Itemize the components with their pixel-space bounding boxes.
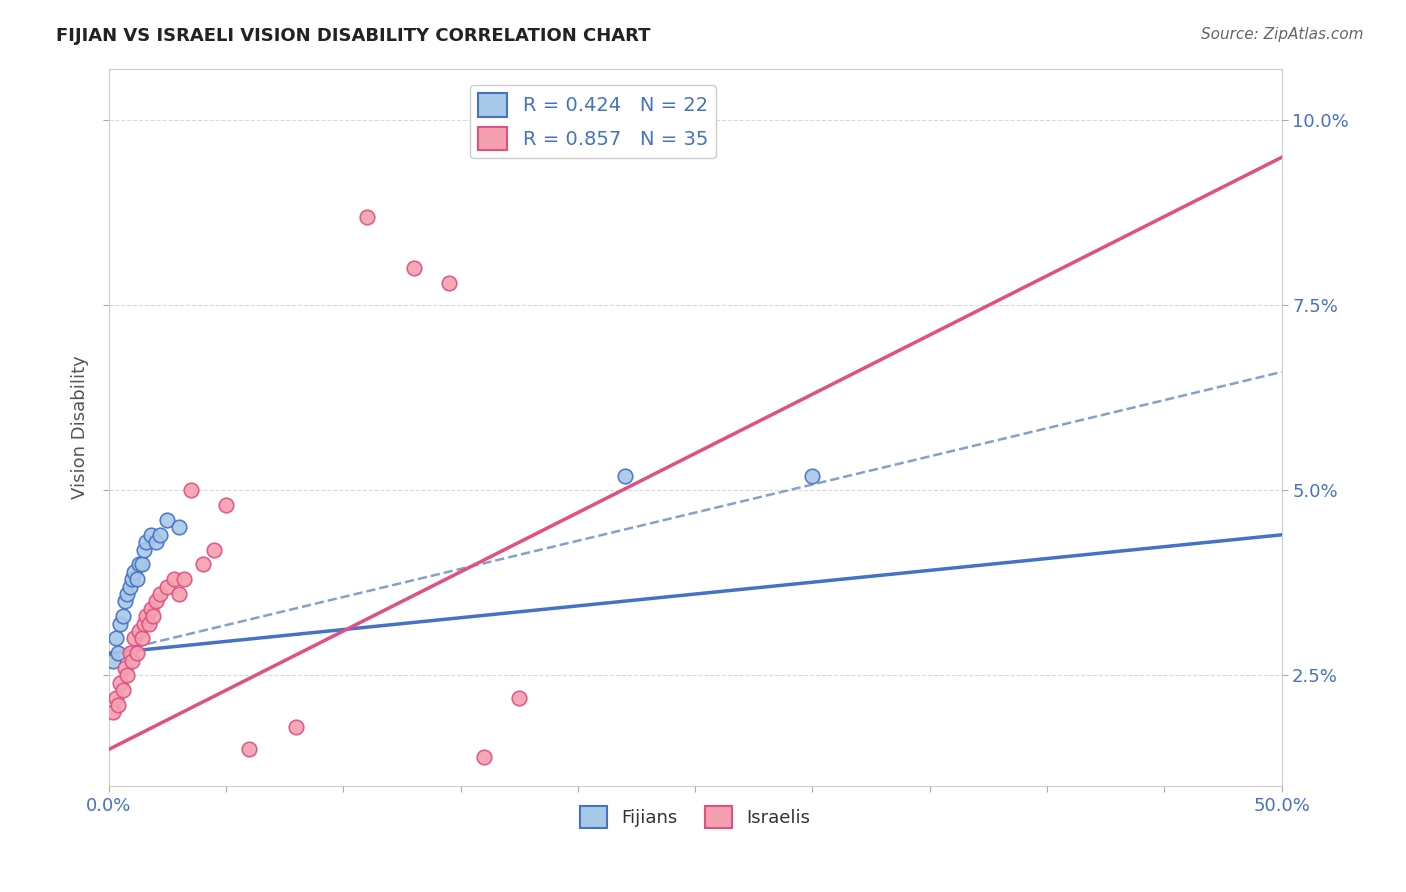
Text: FIJIAN VS ISRAELI VISION DISABILITY CORRELATION CHART: FIJIAN VS ISRAELI VISION DISABILITY CORR…: [56, 27, 651, 45]
Point: [118, 580, 141, 594]
Point: [801, 468, 824, 483]
Point: [114, 594, 136, 608]
Point: [107, 646, 129, 660]
Point: [149, 528, 172, 542]
Point: [167, 520, 190, 534]
Point: [110, 616, 132, 631]
Point: [135, 609, 157, 624]
Point: [356, 210, 378, 224]
Point: [191, 558, 214, 572]
Point: [128, 558, 150, 572]
Point: [124, 565, 146, 579]
Point: [613, 468, 636, 483]
Point: [111, 683, 134, 698]
Point: [180, 483, 202, 498]
Point: [167, 587, 190, 601]
Point: [117, 587, 139, 601]
Point: [111, 609, 134, 624]
Point: [145, 594, 167, 608]
Point: [103, 706, 125, 720]
Point: [128, 624, 150, 638]
Point: [238, 742, 260, 756]
Point: [135, 535, 157, 549]
Legend: Fijians, Israelis: Fijians, Israelis: [572, 798, 817, 835]
Point: [145, 535, 167, 549]
Point: [104, 632, 127, 646]
Point: [163, 572, 186, 586]
Point: [114, 661, 136, 675]
Point: [131, 632, 153, 646]
Point: [437, 276, 460, 290]
Text: Source: ZipAtlas.com: Source: ZipAtlas.com: [1201, 27, 1364, 42]
Point: [149, 587, 172, 601]
Point: [156, 513, 179, 527]
Point: [117, 668, 139, 682]
Point: [110, 676, 132, 690]
Point: [107, 698, 129, 712]
Point: [121, 572, 143, 586]
Point: [139, 602, 162, 616]
Point: [132, 616, 155, 631]
Point: [139, 528, 162, 542]
Point: [173, 572, 195, 586]
Point: [125, 646, 148, 660]
Point: [402, 261, 425, 276]
Y-axis label: Vision Disability: Vision Disability: [72, 356, 89, 500]
Point: [132, 542, 155, 557]
Point: [104, 690, 127, 705]
Point: [121, 654, 143, 668]
Point: [124, 632, 146, 646]
Point: [138, 616, 160, 631]
Point: [125, 572, 148, 586]
Point: [285, 720, 308, 734]
Point: [215, 498, 238, 512]
Point: [202, 542, 225, 557]
Point: [118, 646, 141, 660]
Point: [131, 558, 153, 572]
Point: [508, 690, 530, 705]
Point: [103, 654, 125, 668]
Point: [156, 580, 179, 594]
Point: [472, 750, 495, 764]
Point: [142, 609, 165, 624]
